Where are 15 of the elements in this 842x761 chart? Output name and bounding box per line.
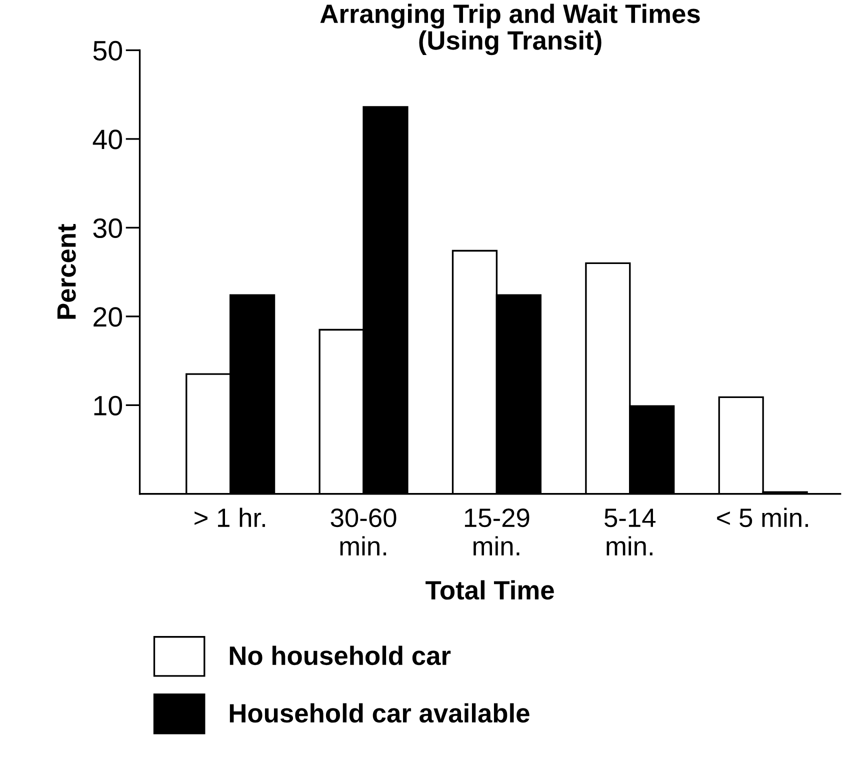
y-tick-label: 20 [94, 307, 122, 327]
y-tick-label: 30 [93, 218, 122, 238]
y-tick-label: 40 [92, 130, 122, 150]
x-tick-label: > 1 hr. [194, 508, 265, 527]
y-tick-label: 10 [94, 396, 122, 416]
x-tick-label: < 5 min. [717, 508, 808, 528]
x-axis-title: Total Time [426, 580, 554, 600]
y-axis-title: Percent [57, 224, 76, 319]
legend-label: No household car [230, 646, 451, 666]
x-tick-label: 30-60 min. [330, 508, 396, 556]
x-tick-label: 5-14 min. [604, 508, 656, 556]
x-tick-label: 15-29 min. [464, 508, 530, 556]
legend-label: Household car available [230, 703, 530, 723]
chart-title: Arranging Trip and Wait Times (Using Transit) [320, 4, 700, 56]
y-tick-label: 50 [93, 40, 122, 61]
